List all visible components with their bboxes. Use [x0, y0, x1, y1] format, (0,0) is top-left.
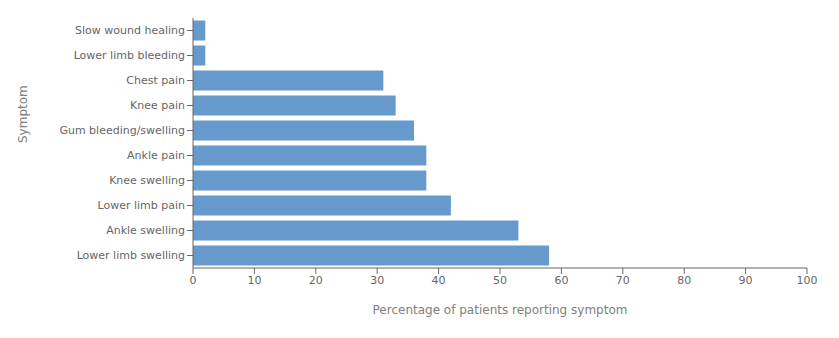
svg-text:Slow wound healing: Slow wound healing	[75, 24, 185, 37]
svg-text:100: 100	[797, 274, 818, 287]
svg-text:Ankle swelling: Ankle swelling	[106, 224, 185, 237]
svg-text:0: 0	[190, 274, 197, 287]
svg-text:10: 10	[247, 274, 261, 287]
svg-text:20: 20	[309, 274, 323, 287]
svg-text:Lower limb bleeding: Lower limb bleeding	[74, 49, 185, 62]
svg-text:Percentage of patients reporti: Percentage of patients reporting symptom	[373, 303, 628, 317]
svg-text:Lower limb pain: Lower limb pain	[97, 199, 185, 212]
svg-text:30: 30	[370, 274, 384, 287]
svg-text:Knee swelling: Knee swelling	[109, 174, 185, 187]
svg-text:60: 60	[554, 274, 568, 287]
svg-text:Chest pain: Chest pain	[126, 74, 185, 87]
svg-text:Knee pain: Knee pain	[130, 99, 185, 112]
svg-text:50: 50	[493, 274, 507, 287]
svg-text:Lower limb swelling: Lower limb swelling	[77, 249, 185, 262]
svg-text:80: 80	[677, 274, 691, 287]
svg-text:Ankle pain: Ankle pain	[127, 149, 185, 162]
svg-text:70: 70	[616, 274, 630, 287]
svg-text:40: 40	[432, 274, 446, 287]
svg-text:Gum bleeding/swelling: Gum bleeding/swelling	[59, 124, 185, 137]
svg-text:Symptom: Symptom	[16, 85, 30, 143]
svg-text:90: 90	[739, 274, 753, 287]
